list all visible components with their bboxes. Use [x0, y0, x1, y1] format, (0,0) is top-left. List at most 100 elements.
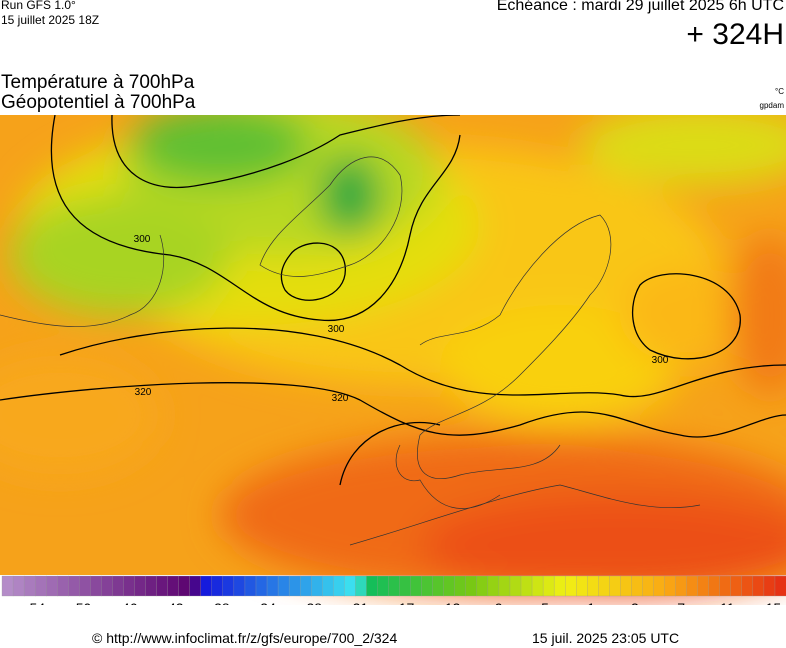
- colorbar-cell: [299, 575, 312, 597]
- colorbar-cell: [23, 575, 36, 597]
- colorbar-cell: [509, 575, 522, 597]
- colorbar-cell: [642, 575, 654, 597]
- colorbar-cell: [112, 575, 124, 597]
- contour: [339, 421, 441, 486]
- coastline: [395, 444, 501, 509]
- colorbar-cell: [565, 575, 577, 597]
- colorbar-label: -28: [302, 600, 322, 605]
- geopotential-contours: [0, 115, 786, 486]
- colorbar-cell: [576, 575, 588, 597]
- colorbar-cell: [366, 575, 378, 597]
- colorbar-label: -54: [25, 600, 45, 605]
- colorbar-label: -46: [117, 600, 137, 605]
- colorbar-cell: [134, 575, 146, 597]
- colorbar-label: 7: [677, 600, 685, 605]
- colorbar-cell: [57, 575, 69, 597]
- coastlines: [0, 156, 701, 546]
- lead-time: + 324H: [686, 18, 784, 51]
- run-date: 15 juillet 2025 18Z: [1, 13, 100, 27]
- colorbar-label: -9: [490, 600, 503, 605]
- colorbar-cell: [90, 575, 102, 597]
- colorbar-cell: [244, 575, 257, 597]
- colorbar-cell: [222, 575, 235, 597]
- contour: [50, 115, 461, 322]
- colorbar-cell: [587, 575, 599, 597]
- colorbar-label: -50: [71, 600, 91, 605]
- colorbar-cell: [553, 575, 566, 597]
- colorbar-cell: [344, 575, 356, 597]
- contour-labels: 300 300 300 320 320: [134, 234, 669, 404]
- colorbar-label: -5: [536, 600, 549, 605]
- colorbar-cell: [520, 575, 533, 597]
- colorbar-cell: [487, 575, 500, 597]
- colorbar-cell: [664, 575, 677, 597]
- run-label: Run GFS 1.0°: [1, 0, 76, 12]
- colorbar-cell: [68, 575, 80, 597]
- colorbar-cell: [322, 575, 334, 597]
- echeance: Echéance : mardi 29 juillet 2025 6h UTC: [496, 0, 784, 14]
- coastline: [259, 156, 403, 277]
- colorbar-cell: [454, 575, 467, 597]
- colorbar-cell: [410, 575, 423, 597]
- colorbar-cell: [631, 575, 643, 597]
- colorbar-cell: [101, 575, 113, 597]
- colorbar-cell: [355, 575, 367, 597]
- colorbar-cell: [178, 575, 191, 597]
- coastline: [349, 484, 701, 546]
- contour-label: 300: [652, 355, 669, 366]
- colorbar-cell: [653, 575, 665, 597]
- contour-label: 300: [134, 234, 151, 245]
- colorbar-cell: [156, 575, 169, 597]
- colorbar-cell: [211, 575, 224, 597]
- colorbar-cell: [333, 575, 345, 597]
- colorbar-label: -1: [583, 600, 596, 605]
- colorbar-cell: [377, 575, 389, 597]
- contour: [0, 382, 786, 438]
- colorbar-cell: [123, 575, 135, 597]
- coastline: [0, 234, 165, 327]
- colorbar-label: -42: [163, 600, 183, 605]
- contour-label: 320: [332, 393, 349, 404]
- contour: [59, 327, 786, 398]
- colorbar-cell: [675, 575, 688, 597]
- colorbar-cell: [697, 575, 710, 597]
- colorbar-label: 15: [766, 600, 782, 605]
- colorbar-cell: [1, 575, 14, 597]
- colorbar-cell: [730, 575, 743, 597]
- colorbar-cell: [189, 575, 202, 597]
- title-geo: Géopotentiel à 700hPa: [1, 92, 196, 113]
- title-temp: Température à 700hPa: [1, 72, 195, 93]
- unit-temp: °C: [775, 87, 784, 96]
- colorbar-cell: [266, 575, 279, 597]
- unit-geo: gpdam: [759, 101, 784, 110]
- colorbar-cell: [311, 575, 323, 597]
- map: 300 300 300 320 320 -54 -50 -46 -42 -38 -34 -2…: [0, 115, 786, 605]
- colorbar-cell: [620, 575, 632, 597]
- colorbar-label: -34: [256, 600, 276, 605]
- colorbar-cell: [708, 575, 721, 597]
- colorbar-cell: [233, 575, 246, 597]
- colorbar-cell: [34, 575, 47, 597]
- colorbar-cell: [719, 575, 732, 597]
- colorbar-cell: [542, 575, 555, 597]
- contour: [631, 273, 741, 360]
- colorbar-cell: [465, 575, 478, 597]
- colorbar-label: -17: [394, 600, 414, 605]
- colorbar-cell: [288, 575, 301, 597]
- colorbar-cell: [686, 575, 699, 597]
- footer-source: © http://www.infoclimat.fr/z/gfs/europe/…: [92, 630, 398, 646]
- colorbar-cell: [12, 575, 25, 597]
- colorbar-cell: [145, 575, 158, 597]
- colorbar-cell: [598, 575, 610, 597]
- colorbar-cell: [432, 575, 445, 597]
- colorbar-cell: [498, 575, 511, 597]
- colorbar-cell: [609, 575, 621, 597]
- colorbar-cell: [399, 575, 412, 597]
- contour: [280, 242, 346, 301]
- colorbar-cell: [476, 575, 489, 597]
- colorbar-cell: [388, 575, 400, 597]
- colorbar-cell: [774, 575, 786, 597]
- colorbar-cell: [443, 575, 456, 597]
- colorbar-cell: [531, 575, 544, 597]
